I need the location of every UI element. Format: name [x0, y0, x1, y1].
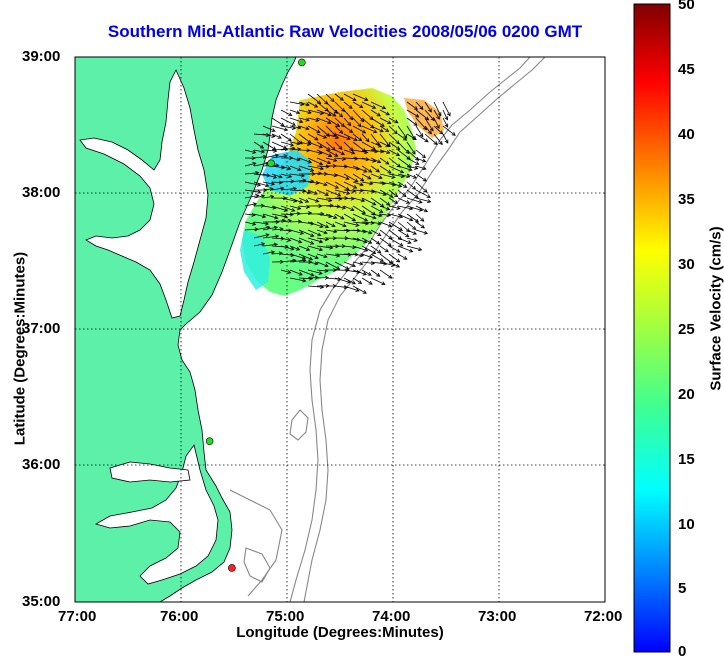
cb-tick-5: 5	[678, 580, 686, 597]
cb-tick-20: 20	[678, 386, 695, 403]
x-tick-2: 75:00	[266, 608, 304, 625]
x-tick-1: 76:00	[160, 608, 198, 625]
cb-tick-40: 40	[678, 126, 695, 143]
hatteras-station	[228, 564, 235, 571]
cb-tick-45: 45	[678, 61, 695, 78]
x-tick-4: 73:00	[478, 608, 516, 625]
y-tick-4: 35:00	[22, 593, 60, 610]
x-tick-3: 74:00	[372, 608, 410, 625]
x-tick-5: 72:00	[584, 608, 622, 625]
y-tick-3: 36:00	[22, 456, 60, 473]
north-station	[298, 59, 305, 66]
cb-tick-15: 15	[678, 451, 695, 468]
cape-henlopen-station	[268, 160, 275, 167]
x-axis-title: Longitude (Degrees:Minutes)	[160, 624, 520, 641]
colorbar	[634, 4, 670, 652]
cb-tick-30: 30	[678, 256, 695, 273]
colorbar-title: Surface Velocity (cm/s)	[708, 199, 724, 419]
cb-tick-10: 10	[678, 516, 695, 533]
cb-tick-50: 50	[678, 0, 695, 13]
cb-tick-0: 0	[678, 643, 686, 660]
duck-station	[206, 438, 213, 445]
cb-tick-35: 35	[678, 191, 695, 208]
cb-tick-25: 25	[678, 321, 695, 338]
y-tick-0: 39:00	[22, 48, 60, 65]
y-tick-1: 38:00	[22, 184, 60, 201]
x-tick-0: 77:00	[58, 608, 96, 625]
y-axis-title: Latitude (Degrees:Minutes)	[12, 249, 29, 449]
